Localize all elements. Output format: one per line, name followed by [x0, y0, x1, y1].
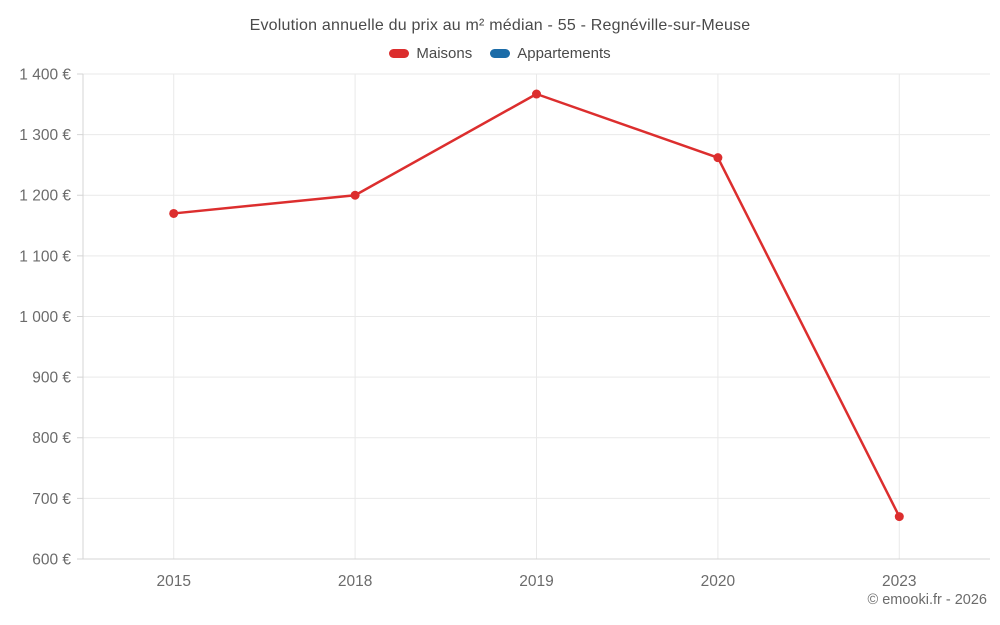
data-point-maisons[interactable]	[532, 89, 541, 99]
y-tick-label: 1 000 €	[19, 309, 71, 326]
y-tick-label: 600 €	[32, 551, 71, 568]
legend-label-maisons: Maisons	[416, 45, 473, 62]
legend: Maisons Appartements	[0, 45, 1000, 62]
legend-item-appartements[interactable]: Appartements	[490, 45, 611, 62]
legend-label-appartements: Appartements	[517, 45, 611, 62]
y-tick-label: 700 €	[32, 491, 71, 508]
y-tick-label: 1 300 €	[19, 127, 71, 144]
legend-swatch-maisons	[389, 49, 410, 58]
y-tick-label: 900 €	[32, 370, 71, 387]
y-tick-label: 1 100 €	[19, 248, 71, 265]
x-tick-label: 2023	[882, 573, 916, 590]
copyright-text: © emooki.fr - 2026	[867, 592, 987, 608]
x-tick-label: 2019	[519, 573, 553, 590]
data-point-maisons[interactable]	[713, 153, 723, 163]
x-tick-label: 2020	[701, 573, 736, 590]
chart-title: Evolution annuelle du prix au m² médian …	[249, 17, 751, 34]
data-point-maisons[interactable]	[350, 190, 360, 200]
x-tick-label: 2015	[156, 573, 190, 590]
data-point-maisons[interactable]	[169, 208, 179, 218]
y-tick-label: 1 200 €	[19, 188, 71, 205]
data-point-maisons[interactable]	[894, 512, 904, 522]
x-tick-label: 2018	[338, 573, 372, 590]
legend-item-maisons[interactable]: Maisons	[389, 45, 472, 62]
y-tick-label: 800 €	[32, 430, 71, 447]
y-tick-label: 1 400 €	[19, 66, 71, 83]
legend-swatch-appartements	[490, 49, 511, 58]
